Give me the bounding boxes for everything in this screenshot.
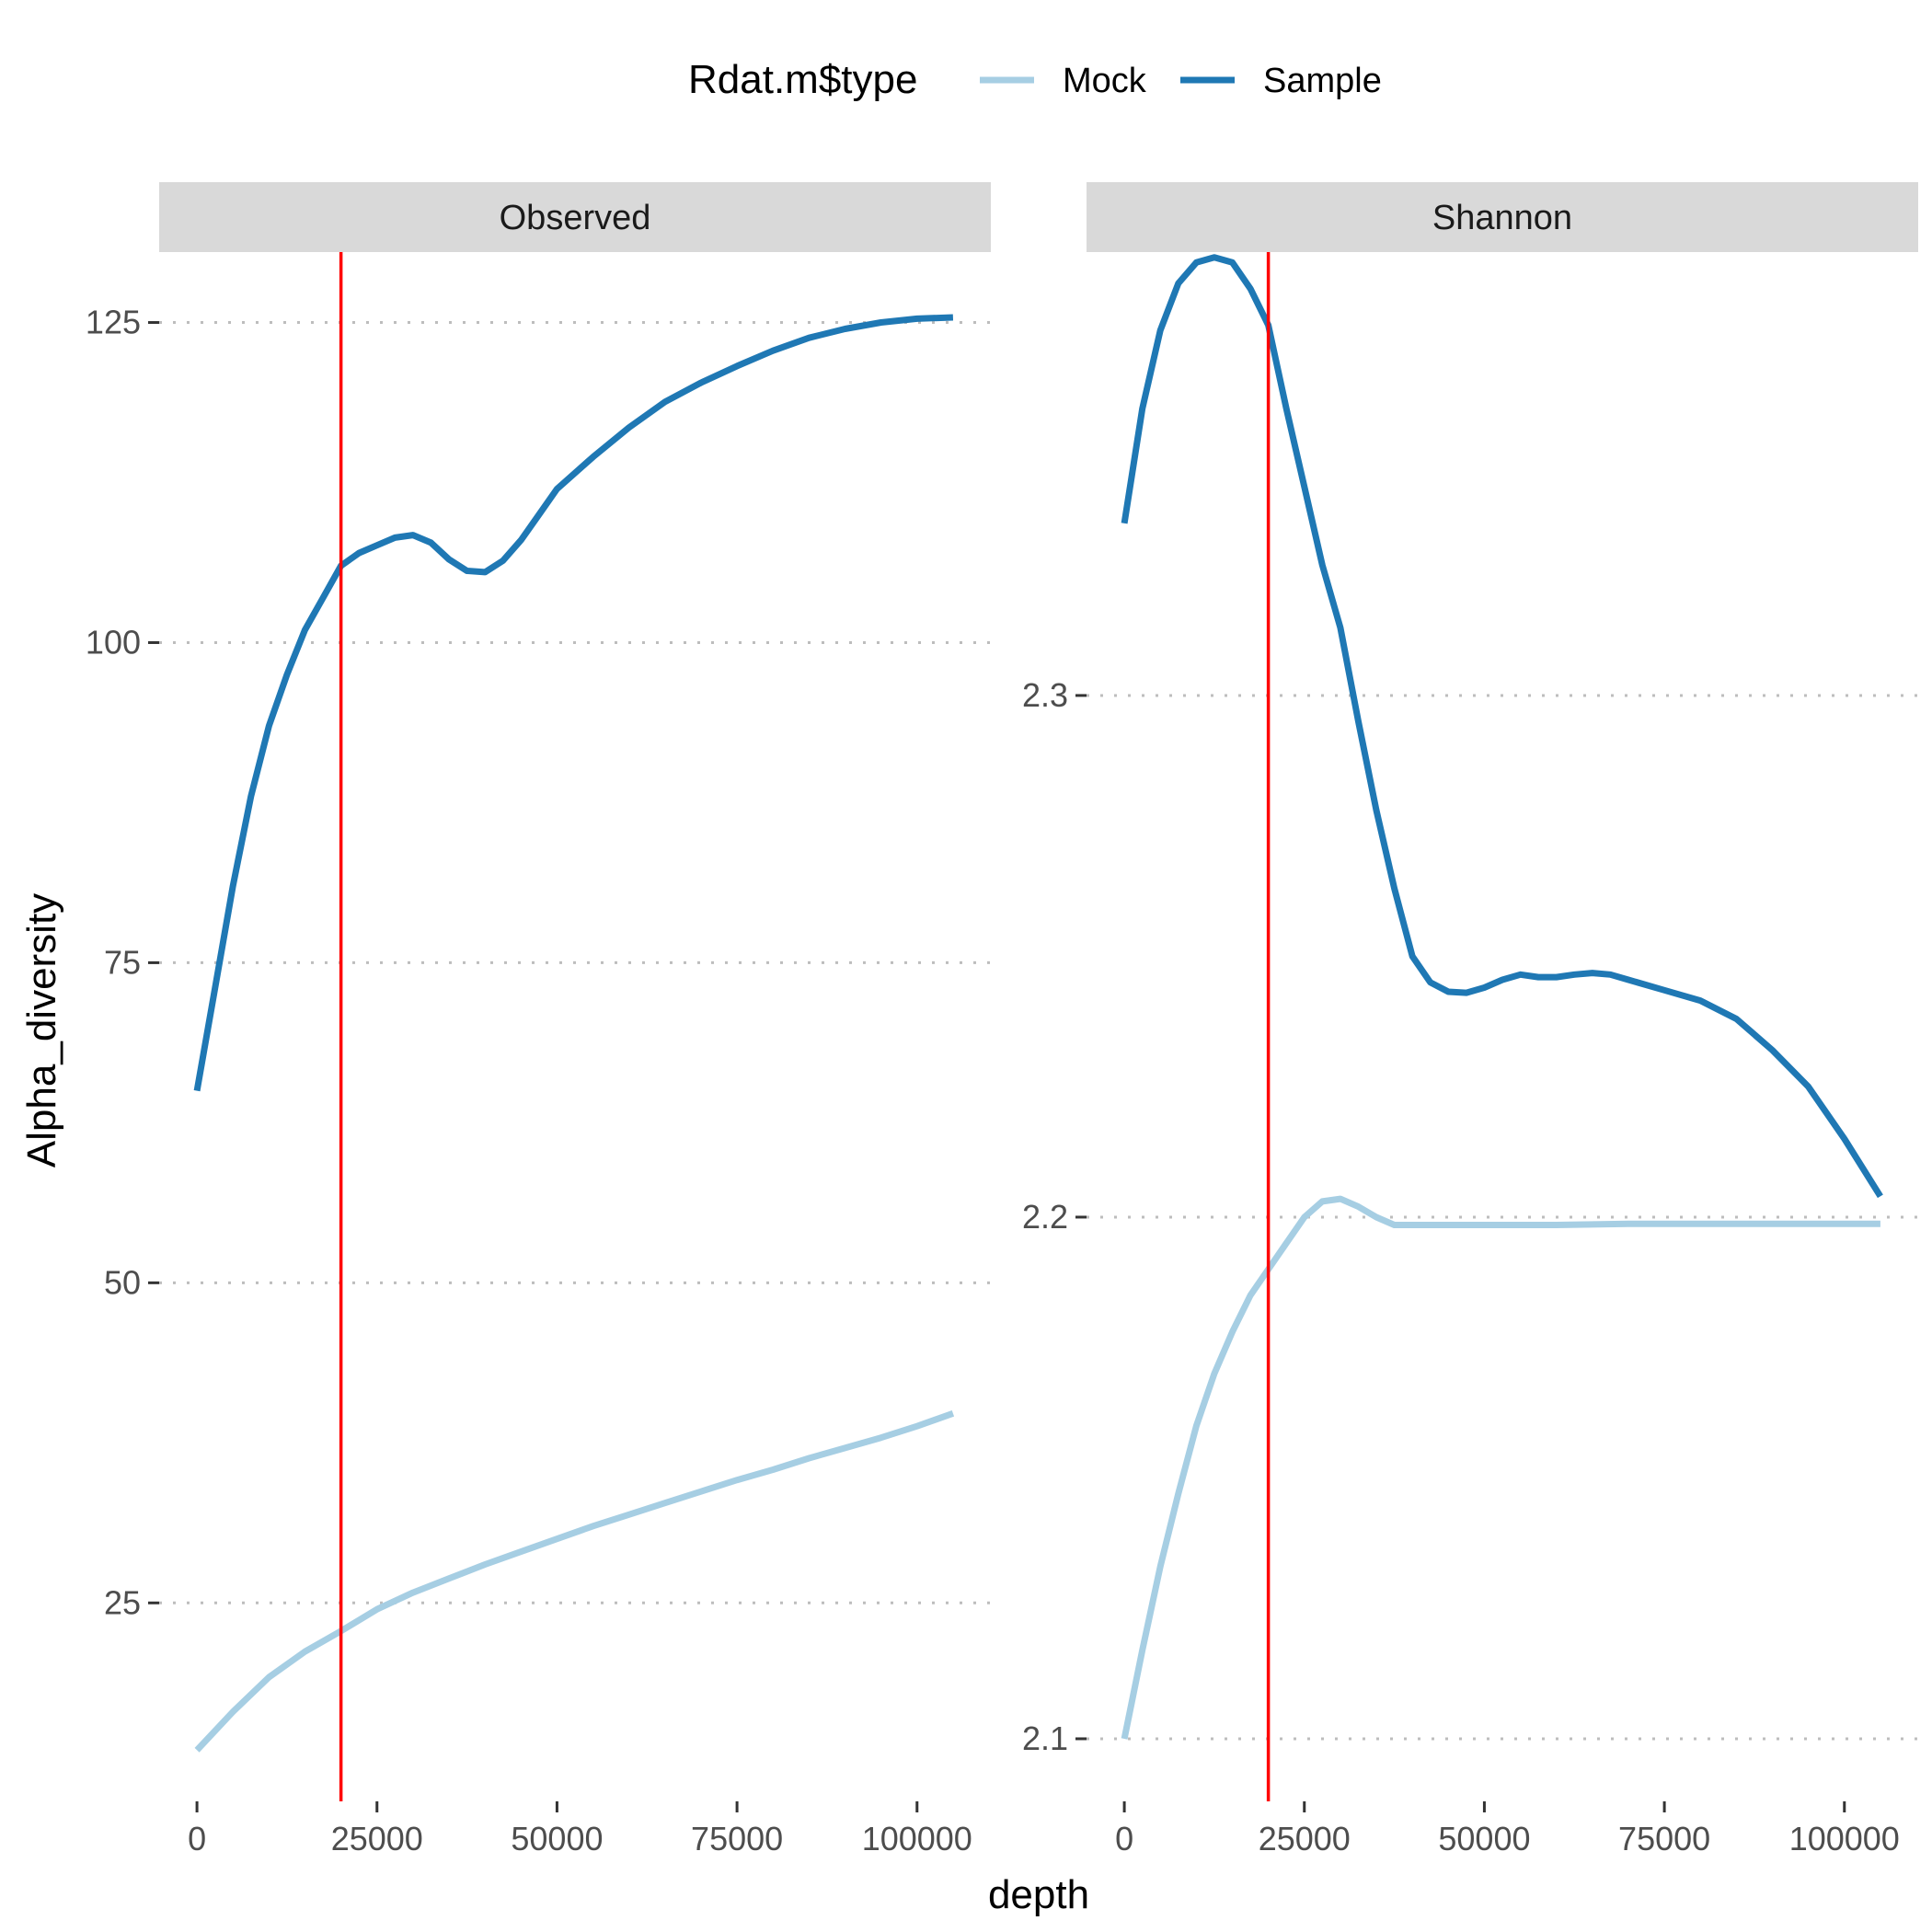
x-tick-label: 50000 — [511, 1820, 603, 1857]
legend-label-sample: Sample — [1263, 62, 1382, 100]
x-tick-label: 25000 — [331, 1820, 423, 1857]
y-axis-title: Alpha_diversity — [19, 893, 64, 1167]
x-axis: 0 25000 50000 75000 100000 — [1115, 1801, 1900, 1857]
y-tick-label: 50 — [104, 1263, 141, 1301]
x-tick-label: 75000 — [1618, 1820, 1710, 1857]
x-tick-label: 100000 — [862, 1820, 972, 1857]
grid-lines — [1087, 694, 1918, 1741]
series-line-mock — [194, 1410, 955, 1753]
strip-label-observed: Observed — [500, 199, 651, 237]
y-tick-label: 2.1 — [1022, 1719, 1068, 1757]
x-axis: 0 25000 50000 75000 100000 — [188, 1801, 972, 1857]
x-axis-title: depth — [988, 1872, 1089, 1917]
panel-shannon: Shannon 2.1 2.2 2.3 0 25000 50000 75000 100000 — [1022, 182, 1918, 1857]
y-tick-label: 2.3 — [1022, 676, 1068, 714]
strip-label-shannon: Shannon — [1432, 199, 1572, 237]
series-line-sample — [1121, 254, 1883, 1199]
y-tick-label: 75 — [104, 943, 141, 981]
y-tick-label: 2.2 — [1022, 1198, 1068, 1236]
series-line-sample — [193, 314, 954, 1092]
y-tick-label: 100 — [86, 623, 141, 661]
strip-background — [159, 182, 991, 252]
y-axis: 25 50 75 100 125 — [86, 304, 159, 1621]
x-tick-label: 0 — [188, 1820, 206, 1857]
series-line-mock — [1121, 1195, 1880, 1740]
grid-lines — [159, 321, 991, 1604]
x-tick-label: 100000 — [1789, 1820, 1900, 1857]
x-tick-label: 0 — [1115, 1820, 1133, 1857]
legend-title: Rdat.m$type — [688, 57, 917, 102]
y-tick-label: 25 — [104, 1583, 141, 1621]
legend: Rdat.m$type Mock Sample — [688, 57, 1382, 102]
legend-label-mock: Mock — [1063, 62, 1147, 100]
y-tick-label: 125 — [86, 304, 141, 341]
x-tick-label: 75000 — [691, 1820, 783, 1857]
strip-background — [1087, 182, 1918, 252]
series-lines — [193, 314, 955, 1753]
x-tick-label: 25000 — [1259, 1820, 1351, 1857]
series-lines — [1121, 254, 1883, 1740]
panel-observed: Observed 25 50 75 100 125 0 25000 50000 75000 10… — [86, 182, 991, 1857]
y-axis: 2.1 2.2 2.3 — [1022, 676, 1087, 1757]
x-tick-label: 50000 — [1438, 1820, 1530, 1857]
